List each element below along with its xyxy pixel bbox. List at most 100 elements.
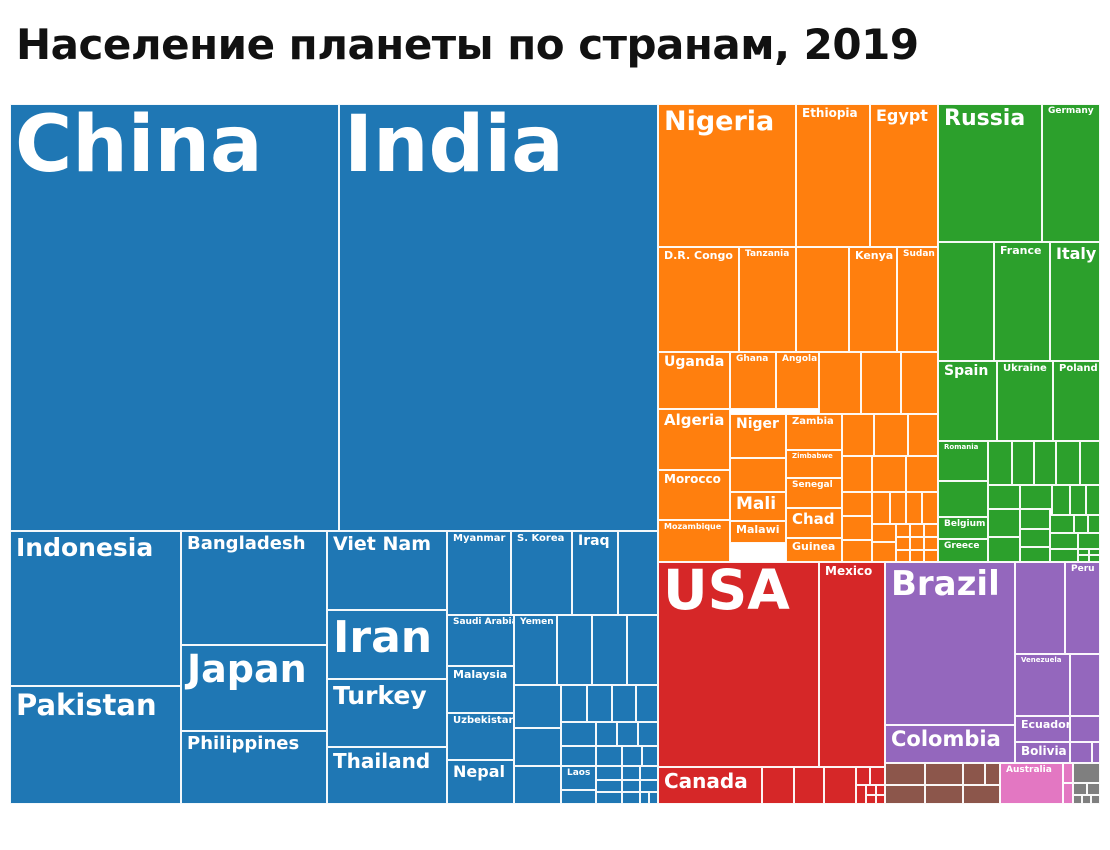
tile-france: France	[994, 242, 1050, 361]
tile-label: Sudan	[903, 249, 935, 259]
tile-label: Zimbabwe	[792, 452, 833, 460]
tile-label: Nepal	[453, 762, 505, 781]
tile-unlabelled	[638, 722, 658, 746]
tile-ecuador: Ecuador	[1015, 716, 1070, 742]
tile-unlabelled	[901, 352, 938, 414]
tile-zimbabwe: Zimbabwe	[786, 450, 842, 478]
tile-label: France	[1000, 244, 1042, 257]
tile-label: Japan	[187, 647, 307, 691]
tile-unlabelled	[1078, 533, 1100, 549]
tile-label: Laos	[567, 768, 591, 778]
tile-ukraine: Ukraine	[997, 361, 1053, 441]
tile-label: Tanzania	[745, 249, 790, 259]
tile-label: Russia	[944, 106, 1026, 131]
tile-unlabelled	[1078, 555, 1089, 562]
tile-label: Ecuador	[1021, 718, 1070, 731]
tile-unlabelled	[910, 537, 924, 550]
tile-unlabelled	[874, 414, 908, 456]
tile-unlabelled	[819, 352, 861, 414]
tile-unlabelled	[762, 767, 794, 804]
tile-label: Mali	[736, 494, 777, 514]
tile-unlabelled	[1020, 509, 1050, 529]
tile-label: Canada	[664, 769, 748, 793]
tile-unlabelled	[622, 746, 642, 766]
tile-unlabelled	[796, 247, 849, 352]
tile-nigeria: Nigeria	[658, 104, 796, 247]
tile-malaysia: Malaysia	[447, 666, 514, 713]
tile-unlabelled	[870, 767, 885, 785]
tile-unlabelled	[910, 550, 924, 562]
tile-uganda: Uganda	[658, 352, 730, 409]
tile-label: Italy	[1056, 244, 1097, 263]
tile-unlabelled	[561, 722, 596, 746]
tile-label: Kenya	[855, 249, 894, 262]
tile-colombia: Colombia	[885, 725, 1015, 763]
tile-unlabelled	[890, 492, 906, 524]
tile-unlabelled	[1020, 529, 1050, 547]
tile-label: Iraq	[578, 533, 610, 549]
tile-unlabelled	[1020, 547, 1050, 562]
chart-title: Население планеты по странам, 2019	[16, 20, 919, 69]
tile-label: Ukraine	[1003, 363, 1047, 374]
tile-unlabelled	[924, 537, 938, 550]
tile-unlabelled	[561, 746, 596, 766]
tile-label: Zambia	[792, 416, 834, 427]
tile-label: Poland	[1059, 363, 1098, 374]
tile-algeria: Algeria	[658, 409, 730, 470]
tile-unlabelled	[842, 516, 872, 540]
tile-label: Romania	[944, 443, 979, 451]
tile-label: Nigeria	[664, 106, 775, 137]
tile-label: Myanmar	[453, 533, 506, 544]
tile-unlabelled	[649, 792, 658, 804]
tile-belgium: Belgium	[938, 517, 988, 539]
tile-unlabelled	[514, 685, 561, 728]
tile-unlabelled	[640, 766, 658, 780]
tile-label: India	[344, 104, 564, 190]
tile-label: Australia	[1006, 765, 1052, 775]
tile-unlabelled	[1015, 562, 1065, 654]
tile-label: Indonesia	[16, 533, 154, 562]
tile-label: Uganda	[664, 354, 725, 370]
tile-unlabelled	[1070, 742, 1092, 763]
tile-unlabelled	[514, 728, 561, 766]
tile-poland: Poland	[1053, 361, 1100, 441]
tile-unlabelled	[1012, 441, 1034, 485]
tile-label: Turkey	[333, 681, 427, 710]
tile-spain: Spain	[938, 361, 997, 441]
tile-unlabelled	[1050, 549, 1078, 562]
tile-unlabelled	[557, 615, 592, 685]
tile-unlabelled	[876, 795, 885, 804]
tile-mozambique: Mozambique	[658, 520, 730, 562]
tile-label: Spain	[944, 363, 989, 379]
tile-unlabelled	[924, 524, 938, 537]
tile-yemen: Yemen	[514, 615, 557, 685]
tile-china: China	[10, 104, 339, 531]
tile-unlabelled	[872, 524, 896, 542]
tile-unlabelled	[872, 542, 896, 562]
tile-unlabelled	[592, 615, 627, 685]
tile-ghana: Ghana	[730, 352, 776, 409]
tile-unlabelled	[1073, 763, 1100, 783]
tile-label: Thailand	[333, 749, 431, 773]
tile-unlabelled	[924, 550, 938, 562]
tile-bangladesh: Bangladesh	[181, 531, 327, 645]
tile-label: Colombia	[891, 727, 1001, 751]
tile-unlabelled	[612, 685, 636, 722]
tile-thailand: Thailand	[327, 747, 447, 804]
tile-japan: Japan	[181, 645, 327, 731]
tile-peru: Peru	[1065, 562, 1100, 654]
tile-canada: Canada	[658, 767, 762, 804]
tile-unlabelled	[842, 540, 872, 562]
tile-label: Uzbekistan	[453, 715, 514, 726]
tile-mali: Mali	[730, 492, 786, 521]
tile-unlabelled	[627, 615, 658, 685]
tile-unlabelled	[640, 780, 658, 792]
tile-label: Brazil	[891, 564, 1000, 604]
tile-morocco: Morocco	[658, 470, 730, 520]
tile-label: China	[15, 104, 263, 190]
tile-unlabelled	[1089, 555, 1100, 562]
tile-unlabelled	[1073, 795, 1082, 804]
tile-label: Angola	[782, 354, 818, 364]
tile-label: S. Korea	[517, 533, 565, 544]
